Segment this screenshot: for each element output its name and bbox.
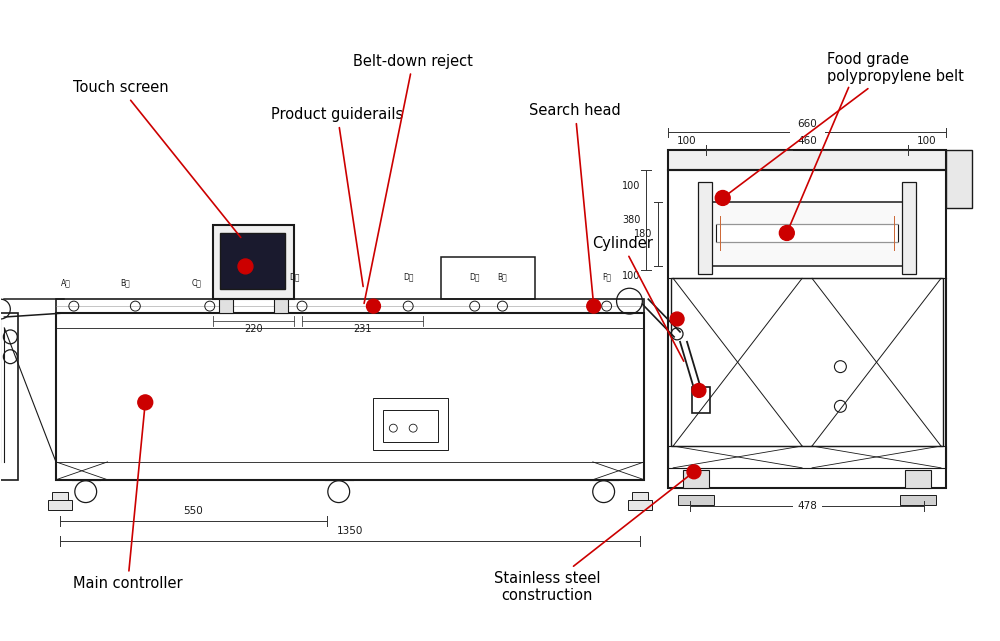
Text: A轴: A轴 [61, 278, 71, 287]
Text: Search head: Search head [529, 103, 621, 303]
Text: Stainless steel
construction: Stainless steel construction [494, 474, 692, 603]
Text: 100: 100 [917, 137, 937, 146]
Text: Food grade
polypropylene belt: Food grade polypropylene belt [725, 52, 964, 196]
Text: 550: 550 [183, 506, 203, 517]
Bar [274, 299, 288, 313]
Bar [946, 151, 972, 208]
Bar [213, 225, 294, 299]
Text: B轴: B轴 [498, 272, 507, 281]
Text: 220: 220 [244, 324, 263, 334]
Bar [219, 299, 233, 313]
Circle shape [779, 226, 794, 240]
Circle shape [715, 190, 730, 205]
Text: 100: 100 [622, 271, 640, 281]
Bar [698, 182, 712, 274]
Bar [900, 495, 936, 504]
Text: Main controller: Main controller [73, 405, 182, 592]
Circle shape [687, 465, 701, 479]
Bar [56, 299, 644, 313]
Circle shape [587, 299, 601, 313]
Text: 1350: 1350 [337, 526, 363, 537]
Bar [0, 313, 18, 479]
Bar [373, 399, 448, 450]
Bar [668, 151, 946, 170]
Text: 100: 100 [622, 181, 640, 191]
Bar [668, 170, 946, 488]
Text: D轴: D轴 [289, 272, 299, 281]
Text: 460: 460 [797, 137, 817, 146]
Text: 100: 100 [677, 137, 697, 146]
Bar [716, 224, 898, 242]
Text: 231: 231 [353, 324, 372, 334]
Bar [678, 495, 714, 504]
Bar [56, 313, 644, 479]
Circle shape [670, 312, 684, 326]
Circle shape [238, 259, 253, 274]
Bar [632, 492, 648, 501]
Bar [905, 470, 931, 488]
Bar [383, 410, 438, 442]
Text: 380: 380 [622, 215, 640, 225]
Bar [52, 492, 68, 501]
Text: 478: 478 [797, 501, 817, 510]
Text: B轴: B轴 [121, 278, 130, 287]
Text: C轴: C轴 [192, 278, 202, 287]
Bar [706, 202, 908, 267]
Bar [671, 278, 943, 446]
Bar [441, 258, 535, 299]
Bar [668, 446, 946, 468]
Text: Belt-down reject: Belt-down reject [353, 54, 473, 303]
Bar [220, 233, 285, 289]
Circle shape [692, 383, 706, 397]
Circle shape [138, 395, 153, 410]
Text: Touch screen: Touch screen [73, 80, 241, 237]
Text: Cylinder: Cylinder [592, 236, 684, 361]
Text: Product guiderails: Product guiderails [271, 107, 404, 287]
Bar [683, 470, 709, 488]
Text: D轴: D轴 [469, 272, 480, 281]
Bar [48, 499, 72, 510]
Bar [902, 182, 916, 274]
Bar [628, 499, 652, 510]
Text: F轴: F轴 [602, 272, 611, 281]
Bar [692, 387, 710, 413]
Circle shape [367, 299, 380, 313]
Text: 660: 660 [797, 119, 817, 128]
Text: D轴: D轴 [403, 272, 413, 281]
Text: 180: 180 [634, 229, 652, 239]
